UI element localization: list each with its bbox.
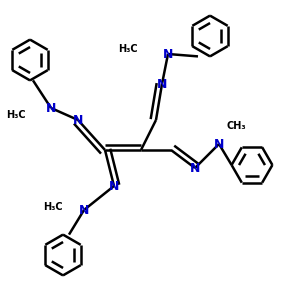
Text: H₃C: H₃C <box>6 110 26 121</box>
Text: N: N <box>109 179 119 193</box>
Text: N: N <box>73 113 83 127</box>
Text: N: N <box>46 101 56 115</box>
Text: CH₃: CH₃ <box>226 121 246 131</box>
Text: N: N <box>157 77 167 91</box>
Text: H₃C: H₃C <box>118 44 138 55</box>
Text: N: N <box>79 203 89 217</box>
Text: N: N <box>214 137 224 151</box>
Text: H₃C: H₃C <box>44 202 63 212</box>
Text: N: N <box>190 161 200 175</box>
Text: N: N <box>163 47 173 61</box>
